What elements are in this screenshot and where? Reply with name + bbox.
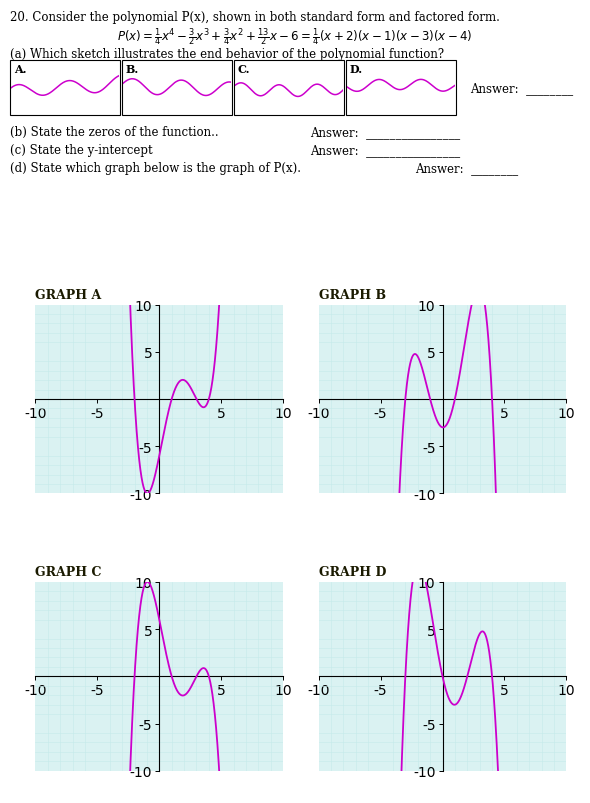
Text: D.: D. (350, 64, 363, 75)
Text: Answer:  ________________: Answer: ________________ (310, 126, 460, 139)
Text: GRAPH C: GRAPH C (35, 565, 102, 578)
Text: Answer:  ________________: Answer: ________________ (310, 144, 460, 157)
Bar (122, 61, 232, 116)
Text: C.: C. (238, 64, 251, 75)
Bar (10, 61, 120, 116)
Text: Answer:  ________: Answer: ________ (415, 161, 518, 175)
Text: A.: A. (14, 64, 27, 75)
Text: (c) State the y-intercept: (c) State the y-intercept (10, 144, 153, 157)
Text: GRAPH D: GRAPH D (319, 565, 386, 578)
Text: (a) Which sketch illustrates the end behavior of the polynomial function?: (a) Which sketch illustrates the end beh… (10, 48, 444, 61)
Text: Answer:  ________: Answer: ________ (470, 82, 573, 95)
Text: 20. Consider the polynomial P(x), shown in both standard form and factored form.: 20. Consider the polynomial P(x), shown … (10, 11, 500, 24)
Text: $P(x)=\frac{1}{4}x^4-\frac{3}{2}x^3+\frac{3}{4}x^2+\frac{13}{2}x-6=\frac{1}{4}(x: $P(x)=\frac{1}{4}x^4-\frac{3}{2}x^3+\fra… (117, 26, 473, 47)
Text: GRAPH A: GRAPH A (35, 288, 101, 301)
Bar (234, 61, 344, 116)
Text: B.: B. (126, 64, 139, 75)
Text: GRAPH B: GRAPH B (319, 288, 386, 301)
Bar (346, 61, 456, 116)
Text: (b) State the zeros of the function..: (b) State the zeros of the function.. (10, 126, 219, 139)
Text: (d) State which graph below is the graph of P(x).: (d) State which graph below is the graph… (10, 161, 301, 175)
